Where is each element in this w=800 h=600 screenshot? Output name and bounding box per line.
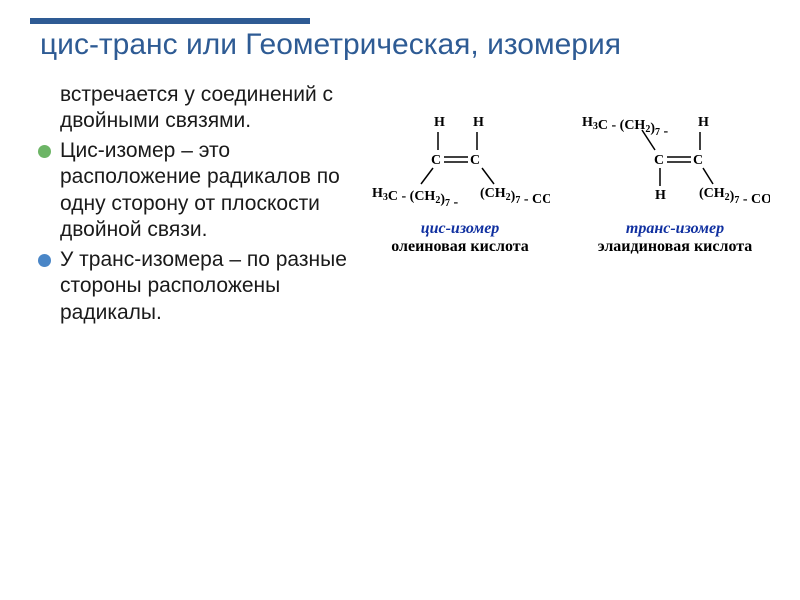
molecule-trans: H3C - (CH2)7 - H C C H (CH2)7 - COOH тра… [580,112,770,330]
svg-text:(CH2)7 - COOH: (CH2)7 - COOH [480,186,550,207]
svg-text:H3C - (CH2)7 -: H3C - (CH2)7 - [582,115,669,139]
title-accent-bar [30,18,310,24]
intro-paragraph: встречается у соединений с двойными связ… [38,82,360,135]
text-column: встречается у соединений с двойными связ… [30,82,360,330]
trans-acid-label: элаидиновая кислота [580,238,770,256]
bullet-item-trans: У транс-изомера – по разные стороны расп… [38,247,360,326]
svg-text:(CH2)7 - COOH: (CH2)7 - COOH [699,186,770,207]
cis-acid-label: олеиновая кислота [370,238,550,256]
cis-structure-icon: H H C C H3C - (CH2)7 - (CH2)7 - COOH [370,112,550,207]
svg-text:C: C [431,153,441,168]
slide-title: цис-транс или Геометрическая, изомерия [30,26,770,64]
bullet-text-trans: У транс-изомера – по разные стороны расп… [60,247,360,326]
molecule-cis: H H C C H3C - (CH2)7 - (CH2)7 - COOH цис… [370,112,550,330]
cis-iso-label: цис-изомер [370,220,550,238]
diagram-column: H H C C H3C - (CH2)7 - (CH2)7 - COOH цис… [370,82,770,330]
svg-text:H: H [698,115,709,130]
content-row: встречается у соединений с двойными связ… [30,82,770,330]
slide: цис-транс или Геометрическая, изомерия в… [0,0,800,600]
svg-text:H: H [473,115,484,130]
svg-text:H: H [434,115,445,130]
svg-text:C: C [654,153,664,168]
svg-text:H: H [655,188,666,203]
trans-structure-icon: H3C - (CH2)7 - H C C H (CH2)7 - COOH [580,112,770,207]
svg-text:C: C [470,153,480,168]
svg-text:C: C [693,153,703,168]
bullet-item-cis: Цис-изомер – это расположение радикалов … [38,138,360,243]
trans-iso-label: транс-изомер [580,220,770,238]
svg-text:H3C - (CH2)7 -: H3C - (CH2)7 - [372,186,459,207]
bullet-text-cis: Цис-изомер – это расположение радикалов … [60,138,360,243]
bullet-dot-icon [38,145,51,158]
bullet-dot-icon [38,254,51,267]
